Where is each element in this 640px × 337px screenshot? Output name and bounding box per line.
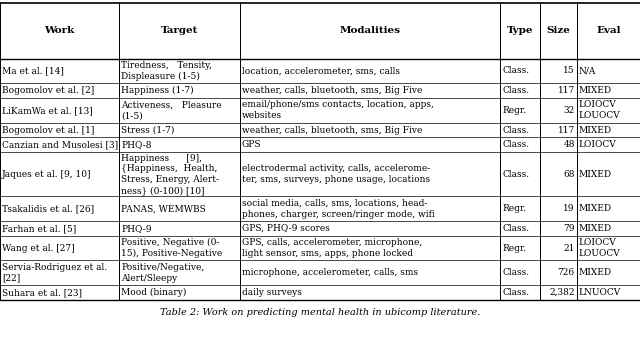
Text: weather, calls, bluetooth, sms, Big Five: weather, calls, bluetooth, sms, Big Five: [242, 86, 422, 95]
Text: Ma et al. [14]: Ma et al. [14]: [2, 66, 64, 75]
Text: Positive/Negative,
Alert/Sleepy: Positive/Negative, Alert/Sleepy: [121, 263, 204, 283]
Text: LOIOCV
LOUOCV: LOIOCV LOUOCV: [579, 238, 620, 258]
Text: Bogomolov et al. [2]: Bogomolov et al. [2]: [2, 86, 94, 95]
Text: LOIOCV
LOUOCV: LOIOCV LOUOCV: [579, 100, 620, 120]
Text: Regr.: Regr.: [502, 244, 527, 253]
Text: Jaques et al. [9, 10]: Jaques et al. [9, 10]: [2, 170, 92, 179]
Text: Stress (1-7): Stress (1-7): [121, 125, 174, 134]
Text: Activeness,   Pleasure
(1-5): Activeness, Pleasure (1-5): [121, 100, 221, 120]
Text: weather, calls, bluetooth, sms, Big Five: weather, calls, bluetooth, sms, Big Five: [242, 125, 422, 134]
Text: Class.: Class.: [502, 224, 529, 233]
Text: GPS, calls, accelerometer, microphone,
light sensor, sms, apps, phone locked: GPS, calls, accelerometer, microphone, l…: [242, 238, 422, 258]
Text: electrodermal activity, calls, accelerome-
ter, sms, surveys, phone usage, locat: electrodermal activity, calls, accelerom…: [242, 164, 430, 184]
Text: 48: 48: [563, 141, 575, 149]
Text: Class.: Class.: [502, 141, 529, 149]
Text: 15: 15: [563, 66, 575, 75]
Text: email/phone/sms contacts, location, apps,
websites: email/phone/sms contacts, location, apps…: [242, 100, 434, 120]
Text: Target: Target: [161, 26, 198, 35]
Text: N/A: N/A: [579, 66, 596, 75]
Text: Tiredness,   Tensity,
Displeasure (1-5): Tiredness, Tensity, Displeasure (1-5): [121, 61, 212, 81]
Text: Mood (binary): Mood (binary): [121, 288, 186, 297]
Text: LOIOCV: LOIOCV: [579, 141, 616, 149]
Text: MIXED: MIXED: [579, 224, 612, 233]
Text: daily surveys: daily surveys: [242, 288, 302, 297]
Text: LNUOCV: LNUOCV: [579, 288, 621, 297]
Text: Table 2: Work on predicting mental health in ubicomp literature.: Table 2: Work on predicting mental healt…: [160, 308, 480, 317]
Text: Modalities: Modalities: [340, 26, 401, 35]
Text: 68: 68: [563, 170, 575, 179]
Text: Happiness (1-7): Happiness (1-7): [121, 86, 194, 95]
Text: microphone, accelerometer, calls, sms: microphone, accelerometer, calls, sms: [242, 268, 418, 277]
Text: Canzian and Musolesi [3]: Canzian and Musolesi [3]: [2, 141, 118, 149]
Text: Eval: Eval: [596, 26, 621, 35]
Text: location, accelerometer, sms, calls: location, accelerometer, sms, calls: [242, 66, 400, 75]
Text: 79: 79: [563, 224, 575, 233]
Text: MIXED: MIXED: [579, 268, 612, 277]
Text: Regr.: Regr.: [502, 106, 527, 115]
Text: Suhara et al. [23]: Suhara et al. [23]: [2, 288, 82, 297]
Text: PHQ-9: PHQ-9: [121, 224, 152, 233]
Text: 19: 19: [563, 204, 575, 213]
Text: Class.: Class.: [502, 125, 529, 134]
Text: Bogomolov et al. [1]: Bogomolov et al. [1]: [2, 125, 94, 134]
Text: Happiness      [9],
{Happiness,  Health,
Stress, Energy, Alert-
ness} (0-100) [1: Happiness [9], {Happiness, Health, Stres…: [121, 154, 219, 195]
Text: Class.: Class.: [502, 66, 529, 75]
Text: Work: Work: [44, 26, 75, 35]
Text: 32: 32: [564, 106, 575, 115]
Text: Type: Type: [507, 26, 533, 35]
Text: Farhan et al. [5]: Farhan et al. [5]: [2, 224, 76, 233]
Text: Positive, Negative (0-
15), Positive-Negative: Positive, Negative (0- 15), Positive-Neg…: [121, 238, 222, 258]
Text: GPS, PHQ-9 scores: GPS, PHQ-9 scores: [242, 224, 330, 233]
Text: 2,382: 2,382: [549, 288, 575, 297]
Text: MIXED: MIXED: [579, 170, 612, 179]
Text: LiKamWa et al. [13]: LiKamWa et al. [13]: [2, 106, 93, 115]
Text: Class.: Class.: [502, 268, 529, 277]
Text: 21: 21: [563, 244, 575, 253]
Text: Regr.: Regr.: [502, 204, 527, 213]
Text: Class.: Class.: [502, 170, 529, 179]
Text: MIXED: MIXED: [579, 125, 612, 134]
Text: 726: 726: [557, 268, 575, 277]
Text: PANAS, WEMWBS: PANAS, WEMWBS: [121, 204, 205, 213]
Text: Size: Size: [546, 26, 570, 35]
Text: social media, calls, sms, locations, head-
phones, charger, screen/ringer mode, : social media, calls, sms, locations, hea…: [242, 199, 435, 219]
Text: Class.: Class.: [502, 288, 529, 297]
Text: Servia-Rodriguez et al.
[22]: Servia-Rodriguez et al. [22]: [2, 263, 107, 283]
Text: MIXED: MIXED: [579, 86, 612, 95]
Text: MIXED: MIXED: [579, 204, 612, 213]
Text: Wang et al. [27]: Wang et al. [27]: [2, 244, 74, 253]
Text: Tsakalidis et al. [26]: Tsakalidis et al. [26]: [2, 204, 94, 213]
Text: 117: 117: [557, 125, 575, 134]
Text: Class.: Class.: [502, 86, 529, 95]
Text: PHQ-8: PHQ-8: [121, 141, 152, 149]
Text: GPS: GPS: [242, 141, 261, 149]
Text: 117: 117: [557, 86, 575, 95]
